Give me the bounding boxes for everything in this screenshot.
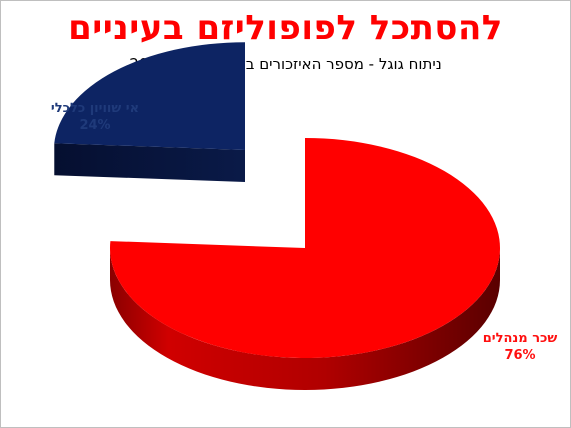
chart-title: להסתכל לפופוליזם בעיניים	[68, 8, 503, 48]
slice-label-executive-pay-name: שכר מנהלים	[482, 331, 558, 346]
slice-label-executive-pay-value: 76%	[504, 348, 536, 363]
slice-economic-inequality-side	[54, 143, 245, 182]
slice-label-economic-inequality: אי שוויון כלכלי 24%	[40, 100, 150, 134]
slice-executive-pay	[109, 138, 500, 358]
slice-label-executive-pay: שכר מנהלים 76%	[470, 330, 570, 364]
slice-executive-pay-side	[110, 248, 500, 390]
slice-economic-inequality	[54, 42, 245, 151]
slice-label-economic-inequality-value: 24%	[79, 118, 111, 133]
slice-label-economic-inequality-name: אי שוויון כלכלי	[50, 101, 140, 116]
